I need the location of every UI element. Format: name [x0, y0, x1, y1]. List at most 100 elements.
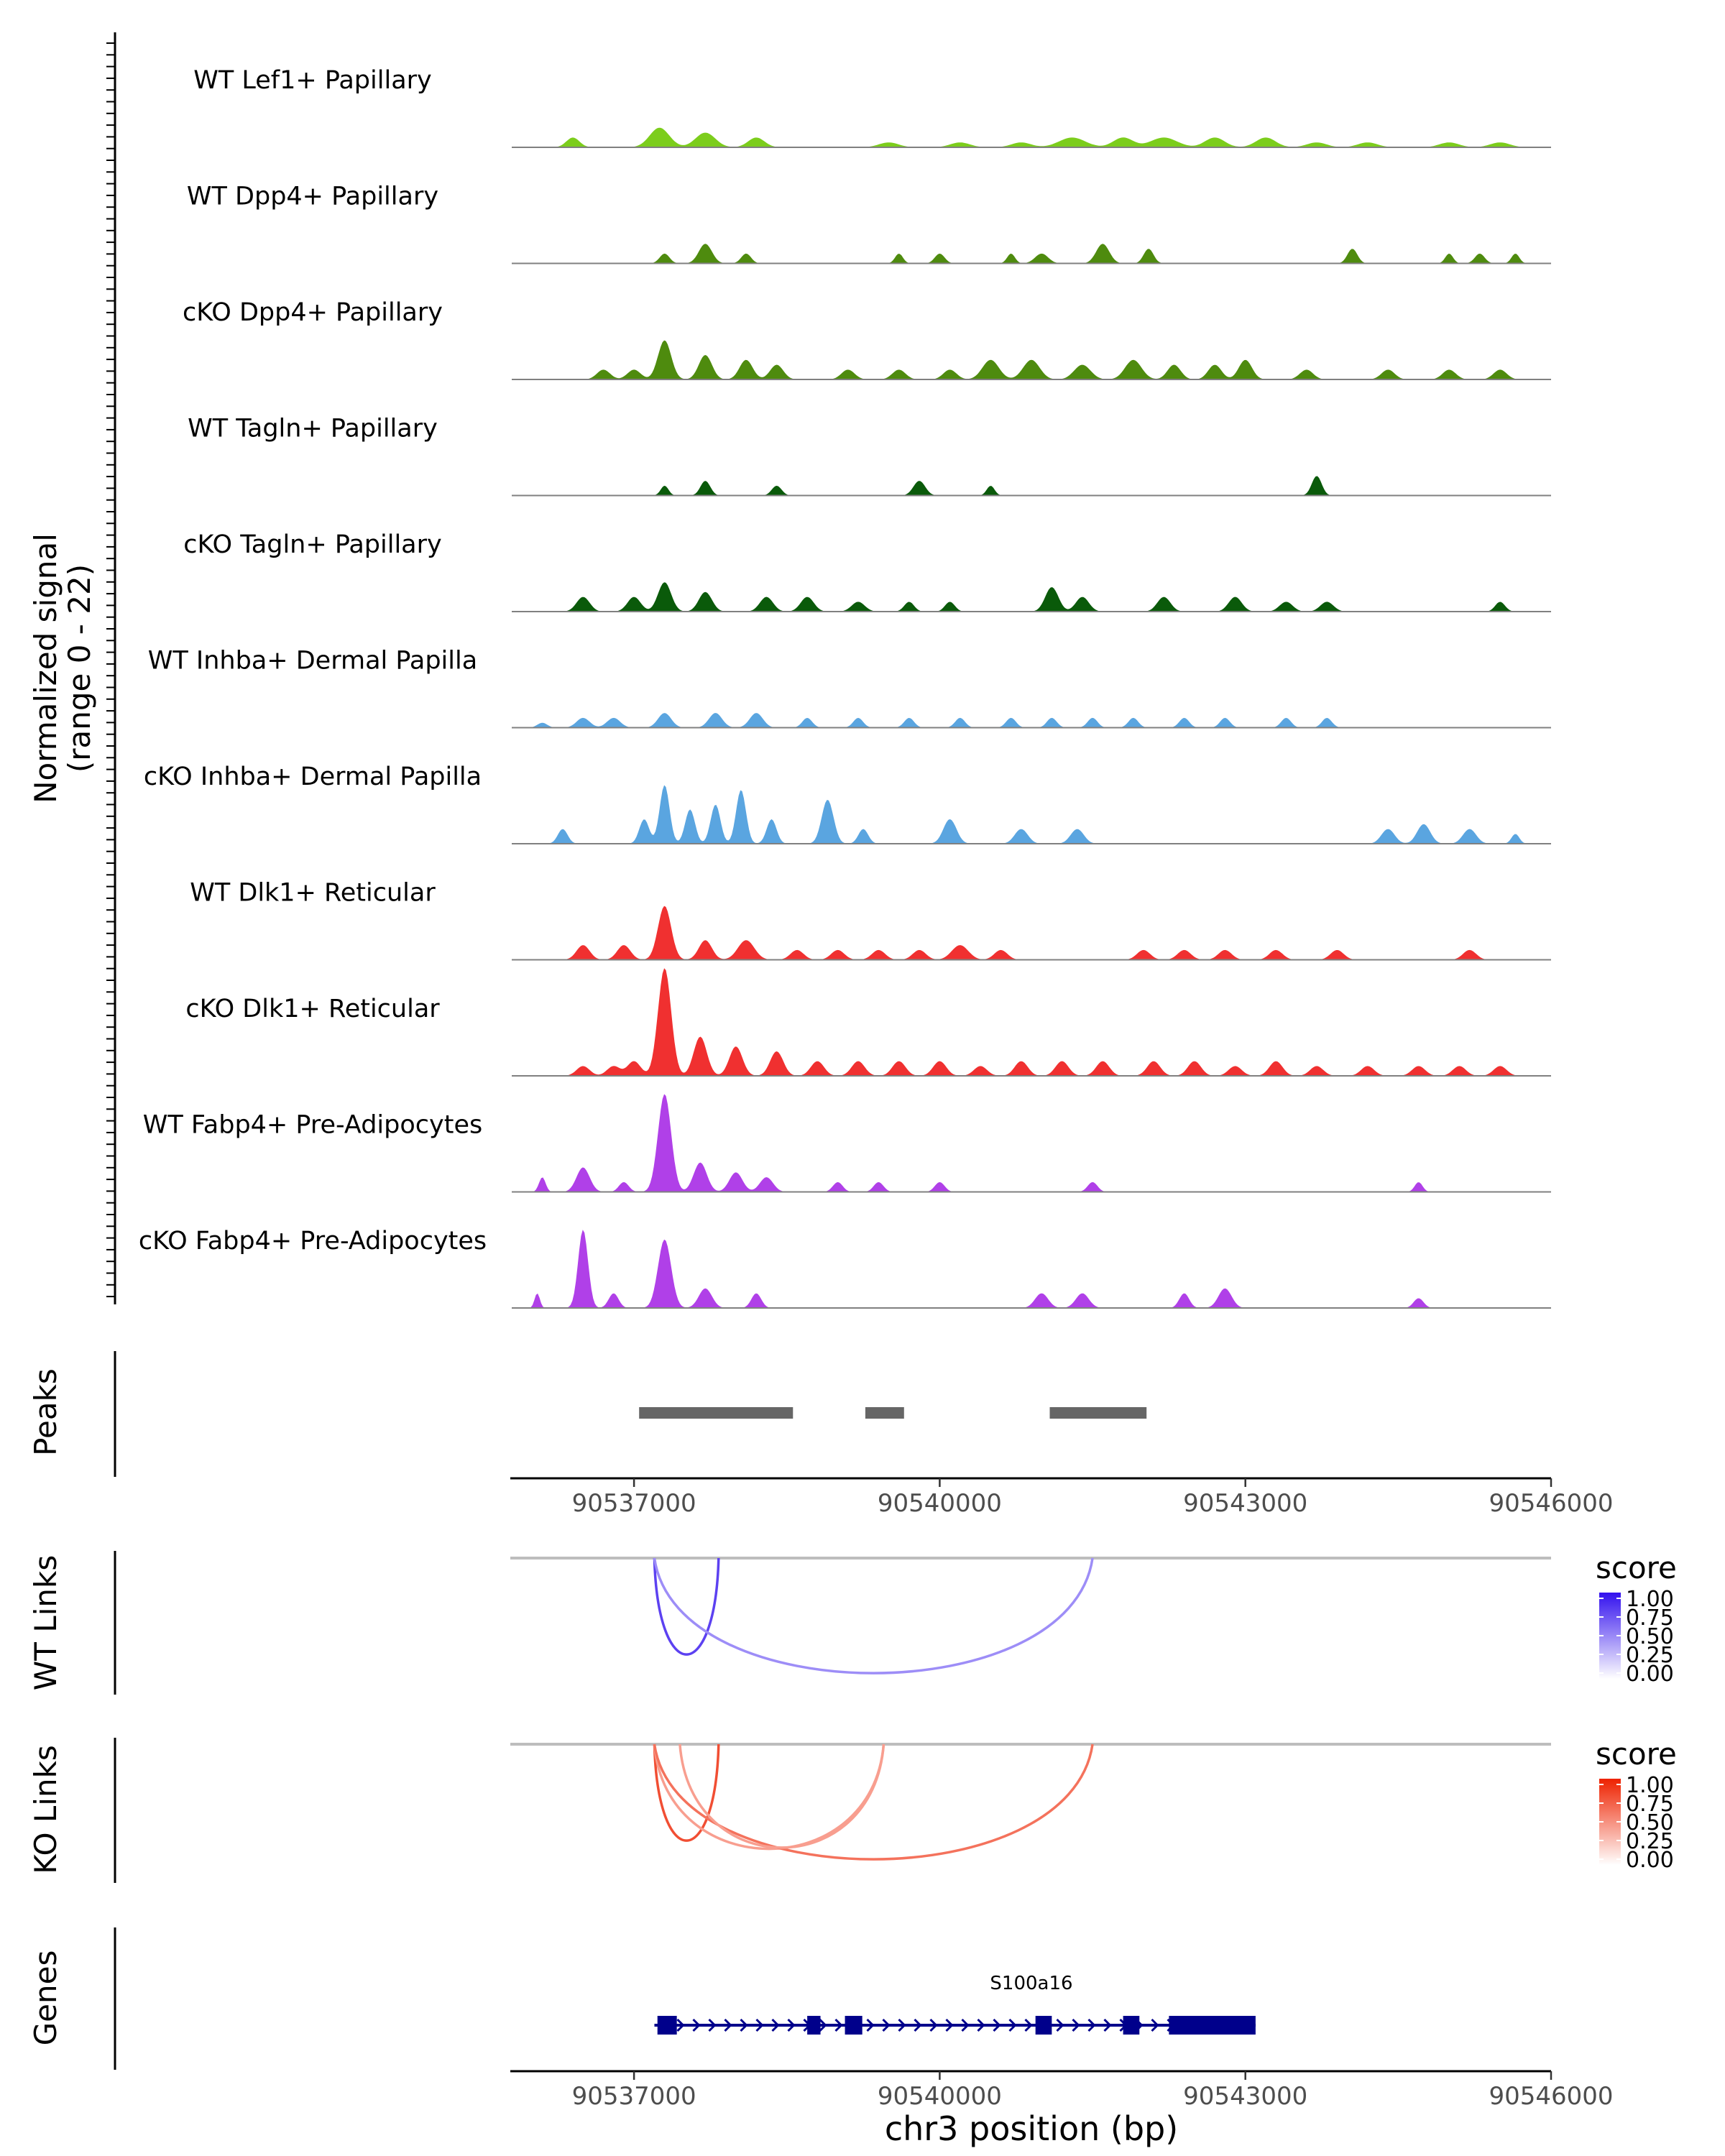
gene-strand-arrow	[1103, 2018, 1112, 2032]
legend-tick-label: 0.75	[1626, 1792, 1674, 1817]
gene-strand-arrow	[708, 2018, 717, 2032]
signal-track-label: WT Dpp4+ Papillary	[187, 183, 438, 211]
legend-tick-label: 0.50	[1626, 1810, 1674, 1835]
signal-track-label: WT Lef1+ Papillary	[193, 66, 432, 95]
signal-area	[512, 785, 1551, 844]
gene-strand-arrow	[1056, 2018, 1064, 2032]
gene-exon	[1169, 2016, 1256, 2035]
signal-track: WT Inhba+ Dermal Papilla	[148, 647, 1551, 729]
signal-area	[512, 1230, 1551, 1308]
gene-strand-arrow	[1024, 2018, 1033, 2032]
signal-area	[512, 582, 1551, 612]
legend-tick-label: 1.00	[1626, 1773, 1674, 1798]
signal-track-label: WT Inhba+ Dermal Papilla	[148, 647, 477, 676]
gene-strand-arrow	[740, 2018, 748, 2032]
link-arc	[653, 1557, 1094, 1674]
legend-title: score	[1596, 1736, 1677, 1772]
peaks-x-axis: 90537000 90540000 90543000 90546000	[572, 1478, 1614, 1518]
signal-area	[512, 906, 1551, 960]
gene-strand-arrow	[977, 2018, 985, 2032]
gene-name-label: S100a16	[990, 1973, 1072, 1994]
x-tick-label: 90540000	[878, 2082, 1002, 2111]
gene-strand-arrow	[724, 2018, 732, 2032]
x-tick-label: 90543000	[1183, 1489, 1307, 1518]
gene-strand-arrow	[1072, 2018, 1080, 2032]
gene-strand-arrow	[692, 2018, 701, 2032]
peak-region	[1049, 1407, 1147, 1419]
signal-track-label: cKO Inhba+ Dermal Papilla	[144, 763, 482, 791]
gene-strand-arrow	[882, 2018, 891, 2032]
signal-track-label: cKO Fabp4+ Pre-Adipocytes	[139, 1227, 487, 1256]
link-arc	[653, 1743, 1094, 1861]
genes-ylabel: Genes	[28, 1950, 63, 2046]
gene-strand-arrow	[1008, 2018, 1017, 2032]
legend-tick-label: 0.25	[1626, 1829, 1674, 1854]
signal-area	[512, 244, 1551, 264]
link-arc	[678, 1743, 886, 1849]
gene-exon	[657, 2016, 677, 2035]
peak-regions	[639, 1407, 1147, 1419]
gene-exon	[845, 2016, 862, 2035]
signal-track: cKO Tagln+ Papillary	[183, 530, 1551, 612]
x-tick-label: 90543000	[1183, 2082, 1307, 2111]
signal-area	[512, 127, 1551, 147]
signal-track: WT Tagln+ Papillary	[188, 415, 1551, 497]
gene-model	[654, 2016, 1256, 2035]
peaks-panel: Peaks 90537000 90540000 90543000 90546000	[28, 1351, 1614, 1518]
signal-track: cKO Dlk1+ Reticular	[185, 968, 1551, 1077]
legend-title: score	[1596, 1550, 1677, 1585]
signal-track: cKO Inhba+ Dermal Papilla	[144, 763, 1551, 844]
signal-track: WT Dpp4+ Papillary	[187, 183, 1551, 264]
wt-links-ylabel: WT Links	[28, 1555, 63, 1690]
gene-strand-arrow	[1087, 2018, 1096, 2032]
genes-panel: Genes S100a16 90537000 90540000 90543000 90…	[28, 1927, 1614, 2148]
peak-region	[865, 1407, 904, 1419]
gene-exon	[1123, 2016, 1140, 2035]
x-tick-label: 90546000	[1489, 2082, 1613, 2111]
signal-track-label: cKO Tagln+ Papillary	[183, 530, 442, 559]
signal-panel: WT Lef1+ Papillary WT Dpp4+ Papillary cKO …	[28, 32, 1551, 1309]
signal-area	[512, 713, 1551, 728]
signal-track-label: cKO Dpp4+ Papillary	[183, 298, 443, 327]
peaks-ylabel: Peaks	[28, 1368, 63, 1456]
signal-track-label: cKO Dlk1+ Reticular	[185, 995, 440, 1023]
signal-track-label: WT Fabp4+ Pre-Adipocytes	[143, 1111, 482, 1140]
gene-exon	[1035, 2016, 1052, 2035]
legend-tick-label: 0.00	[1626, 1662, 1674, 1687]
x-tick-label: 90546000	[1489, 1489, 1613, 1518]
gene-strand-arrow	[945, 2018, 954, 2032]
signal-track: WT Dlk1+ Reticular	[190, 879, 1551, 961]
signal-track: WT Lef1+ Papillary	[193, 66, 1551, 148]
signal-track: WT Fabp4+ Pre-Adipocytes	[143, 1094, 1551, 1193]
gene-strand-arrow	[961, 2018, 970, 2032]
gene-strand-arrow	[914, 2018, 922, 2032]
x-tick-label: 90537000	[572, 1489, 696, 1518]
signal-ylabel-line2: (range 0 - 22)	[62, 564, 97, 773]
signal-ylabel-line1: Normalized signal	[28, 533, 63, 803]
gene-strand-arrow	[787, 2018, 796, 2032]
peak-region	[639, 1407, 794, 1419]
legend-tick-label: 0.50	[1626, 1624, 1674, 1649]
gene-strand-arrow	[676, 2018, 685, 2032]
x-axis-label: chr3 position (bp)	[885, 2109, 1178, 2148]
gene-strand-arrow	[834, 2018, 843, 2032]
signal-area	[512, 340, 1551, 379]
gene-strand-arrow	[898, 2018, 906, 2032]
legend-tick-label: 1.00	[1626, 1587, 1674, 1612]
signal-tracks: WT Lef1+ Papillary WT Dpp4+ Papillary cKO …	[139, 66, 1551, 1309]
signal-track: cKO Fabp4+ Pre-Adipocytes	[139, 1227, 1551, 1309]
gene-strand-arrow	[755, 2018, 764, 2032]
signal-area	[512, 476, 1551, 496]
legend-tick-label: 0.75	[1626, 1606, 1674, 1631]
link-arc	[653, 1743, 720, 1842]
gene-strand-arrow	[819, 2018, 827, 2032]
legend-tick-label: 0.25	[1626, 1643, 1674, 1668]
link-arc	[653, 1743, 886, 1851]
gene-strand-arrow	[771, 2018, 780, 2032]
signal-y-axis-ticks	[106, 42, 115, 1298]
signal-track-label: WT Dlk1+ Reticular	[190, 879, 436, 908]
